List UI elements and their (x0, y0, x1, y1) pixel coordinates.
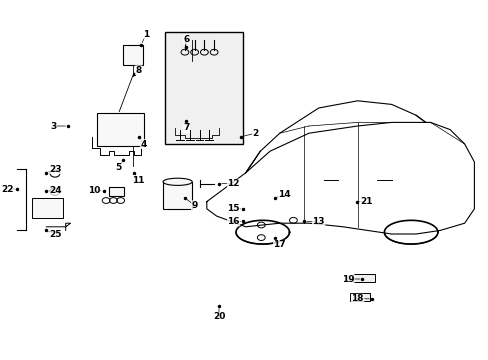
Text: 4: 4 (140, 140, 146, 149)
Text: 6: 6 (183, 35, 189, 44)
Text: 12: 12 (227, 179, 239, 188)
Bar (165, 32, 243, 144)
Text: 16: 16 (227, 217, 239, 226)
Bar (123, 45, 142, 65)
Text: 23: 23 (50, 165, 62, 174)
Text: 8: 8 (135, 66, 142, 75)
Text: 9: 9 (191, 201, 198, 210)
Text: 1: 1 (142, 30, 149, 39)
Text: 13: 13 (312, 217, 325, 226)
Bar (163, 182, 192, 209)
Text: 15: 15 (227, 204, 239, 213)
Text: 20: 20 (212, 312, 224, 321)
Text: 22: 22 (1, 185, 14, 194)
Bar (97, 113, 143, 146)
Text: 14: 14 (278, 190, 290, 199)
Text: 7: 7 (183, 123, 189, 132)
Text: 10: 10 (87, 186, 100, 195)
Bar (109, 187, 124, 196)
Ellipse shape (163, 178, 192, 185)
Text: 11: 11 (132, 176, 144, 185)
Text: 18: 18 (351, 294, 363, 303)
Text: 17: 17 (273, 240, 285, 249)
Text: 5: 5 (115, 163, 121, 172)
Text: 21: 21 (359, 197, 372, 206)
Text: 19: 19 (341, 275, 353, 284)
Bar (352, 274, 374, 282)
Text: 3: 3 (50, 122, 57, 131)
Bar (32, 198, 63, 218)
Bar (349, 293, 369, 301)
Text: 24: 24 (50, 186, 62, 195)
Text: 25: 25 (50, 230, 62, 239)
Text: 2: 2 (252, 129, 258, 138)
